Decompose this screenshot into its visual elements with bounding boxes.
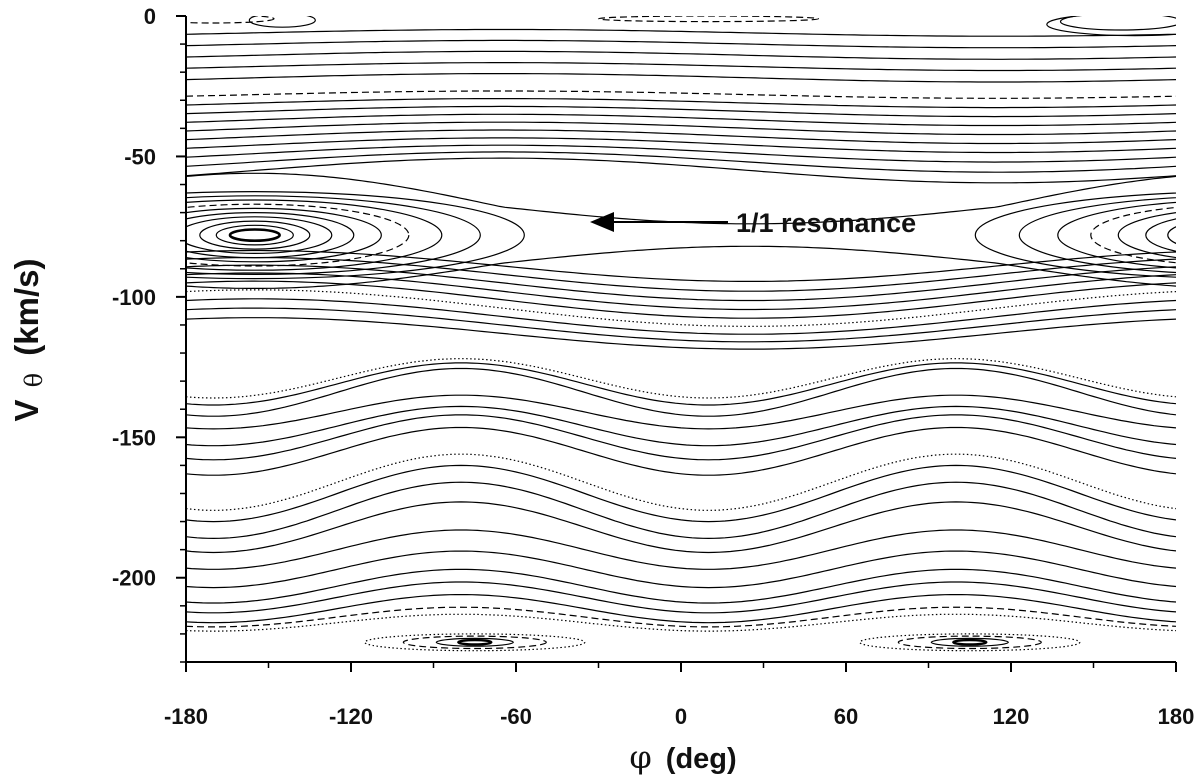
axis-ticks: -180 -120 -60 0 60 120 180 0 -50 -100 -150 -200 xyxy=(112,4,1194,729)
flow-curve xyxy=(186,50,1176,60)
y-tick-label: 0 xyxy=(144,4,156,29)
flow-curve xyxy=(186,367,1176,417)
lower-island-ring xyxy=(952,638,988,646)
lower-island-ring xyxy=(457,638,493,646)
flow-curve xyxy=(186,426,1176,476)
flow-curve xyxy=(186,121,1176,136)
resonance-island-ring xyxy=(186,191,525,280)
lower-island-ring xyxy=(435,637,514,647)
x-tick-label: -180 xyxy=(164,704,208,729)
flow-curve xyxy=(186,464,1176,523)
flow-curve xyxy=(186,358,1176,399)
flow-curve xyxy=(186,298,1176,335)
resonance-island-ring xyxy=(186,203,410,267)
y-axis-title: V θ (km/s) xyxy=(8,258,49,421)
lower-island-ring xyxy=(897,635,1042,650)
x-tick-label: -120 xyxy=(329,704,373,729)
flow-curve xyxy=(186,594,1176,624)
flow-curve xyxy=(186,264,1176,302)
resonance-island-ring xyxy=(1117,212,1176,259)
x-tick-label: -60 xyxy=(500,704,532,729)
flow-curve xyxy=(186,129,1176,145)
lower-island-ring xyxy=(859,633,1081,652)
top-island xyxy=(248,16,316,28)
x-tick-label: 180 xyxy=(1158,704,1195,729)
annotation-arrowhead xyxy=(590,212,614,232)
flow-curve xyxy=(186,362,1176,406)
flow-curve xyxy=(186,453,1176,511)
x-tick-label: 120 xyxy=(993,704,1030,729)
flow-curve xyxy=(186,98,1176,109)
resonance-island-ring xyxy=(186,216,333,254)
flow-curve xyxy=(186,613,1176,632)
resonance-island-ring xyxy=(199,220,311,250)
resonance-island-ring xyxy=(186,207,382,263)
flow-curve xyxy=(186,307,1176,343)
resonance-island-ring xyxy=(1057,201,1176,269)
flow-curve xyxy=(186,144,1176,163)
flow-curve xyxy=(186,39,1176,49)
flow-curve xyxy=(186,414,1176,461)
plot-curves xyxy=(186,16,1200,652)
y-axis-unit: (km/s) xyxy=(8,258,45,355)
resonance-island-ring xyxy=(1167,226,1176,244)
annotation-label: 1/1 resonance xyxy=(736,208,916,238)
flow-curve xyxy=(186,581,1176,614)
axes xyxy=(185,16,1176,663)
flow-curve xyxy=(186,249,1176,282)
y-tick-label: -100 xyxy=(112,285,156,310)
y-axis-symbol: V xyxy=(8,399,45,421)
flow-curve xyxy=(186,62,1176,72)
separatrix-curve xyxy=(186,245,1176,289)
y-tick-label: -50 xyxy=(124,144,156,169)
flow-curve xyxy=(186,501,1176,554)
resonance-island-ring xyxy=(1190,221,1200,249)
resonance-island-ring xyxy=(215,224,294,246)
resonance-island-ring xyxy=(1018,197,1176,274)
x-axis-unit: (deg) xyxy=(666,743,737,775)
resonance-island-ring xyxy=(228,228,281,242)
flow-curve xyxy=(186,289,1176,328)
flow-curve xyxy=(186,105,1176,118)
lower-island-ring xyxy=(402,635,547,650)
resonance-island-ring xyxy=(186,212,355,259)
flow-curve xyxy=(186,405,1176,447)
resonance-island-ring xyxy=(974,192,1176,278)
top-island xyxy=(597,16,820,23)
x-tick-label: 0 xyxy=(675,704,687,729)
flow-curve xyxy=(186,157,1176,184)
flow-curve xyxy=(186,137,1176,154)
resonance-island-ring xyxy=(1090,206,1176,264)
flow-curve xyxy=(186,550,1176,589)
flow-curve xyxy=(186,28,1176,37)
top-island xyxy=(1059,16,1176,31)
flow-curve xyxy=(186,73,1176,83)
x-axis-title: φ (deg) xyxy=(629,738,736,776)
flow-curve xyxy=(186,257,1176,292)
flow-curve xyxy=(186,529,1176,570)
y-tick-label: -150 xyxy=(112,425,156,450)
top-island xyxy=(186,16,275,24)
flow-curve xyxy=(186,90,1176,99)
top-island xyxy=(1046,16,1176,37)
resonance-island-ring xyxy=(1145,218,1176,252)
flow-curve xyxy=(186,317,1176,350)
flow-curve xyxy=(186,394,1176,430)
flow-curve xyxy=(186,568,1176,604)
flow-curve xyxy=(186,113,1176,127)
resonance-island-ring xyxy=(186,199,443,271)
flow-curve xyxy=(186,151,1176,173)
svg-text:V θ (km/s): V θ (km/s) xyxy=(8,258,49,421)
y-tick-label: -200 xyxy=(112,566,156,591)
flow-curve xyxy=(186,481,1176,540)
x-tick-label: 60 xyxy=(834,704,858,729)
y-axis-subscript: θ xyxy=(20,373,48,387)
lower-island-ring xyxy=(930,637,1009,647)
lower-island-ring xyxy=(364,633,586,652)
resonance-island-ring xyxy=(186,195,481,275)
x-axis-symbol: φ xyxy=(629,738,651,776)
resonance-annotation: 1/1 resonance xyxy=(590,208,916,238)
flow-curve xyxy=(186,606,1176,628)
